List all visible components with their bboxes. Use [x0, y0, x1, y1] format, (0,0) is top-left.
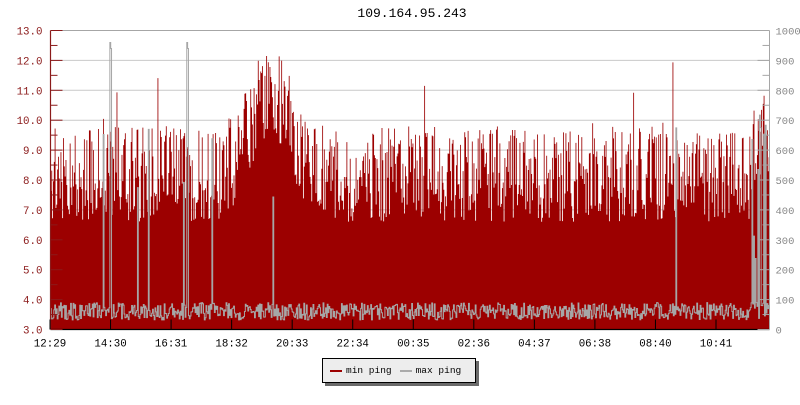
svg-text:11.0: 11.0 — [17, 86, 43, 98]
svg-text:06:38: 06:38 — [579, 339, 611, 351]
svg-text:12:29: 12:29 — [34, 339, 66, 351]
svg-text:800: 800 — [776, 86, 795, 98]
svg-text:4.0: 4.0 — [23, 296, 42, 308]
svg-text:700: 700 — [776, 116, 795, 128]
svg-text:08:40: 08:40 — [639, 339, 671, 351]
svg-text:16:31: 16:31 — [155, 339, 187, 351]
svg-text:18:32: 18:32 — [215, 339, 247, 351]
svg-text:5.0: 5.0 — [23, 266, 42, 278]
svg-text:10.0: 10.0 — [17, 116, 43, 128]
svg-text:20:33: 20:33 — [276, 339, 308, 351]
svg-text:04:37: 04:37 — [518, 339, 550, 351]
svg-text:3.0: 3.0 — [23, 326, 42, 338]
svg-text:1000: 1000 — [776, 27, 800, 39]
svg-text:6.0: 6.0 — [23, 236, 42, 248]
svg-text:02:36: 02:36 — [458, 339, 490, 351]
svg-text:12.0: 12.0 — [17, 56, 43, 68]
svg-text:8.0: 8.0 — [23, 176, 42, 188]
svg-text:7.0: 7.0 — [23, 206, 42, 218]
svg-text:400: 400 — [776, 206, 795, 218]
svg-text:13.0: 13.0 — [17, 27, 43, 39]
svg-text:900: 900 — [776, 56, 795, 68]
svg-text:0: 0 — [776, 326, 782, 338]
svg-text:14:30: 14:30 — [94, 339, 126, 351]
svg-text:500: 500 — [776, 176, 795, 188]
svg-text:22:34: 22:34 — [337, 339, 369, 351]
svg-text:600: 600 — [776, 146, 795, 158]
svg-text:300: 300 — [776, 236, 795, 248]
svg-text:100: 100 — [776, 296, 795, 308]
svg-text:00:35: 00:35 — [397, 339, 429, 351]
svg-text:10:41: 10:41 — [700, 339, 732, 351]
svg-text:9.0: 9.0 — [23, 146, 42, 158]
svg-text:200: 200 — [776, 266, 795, 278]
svg-text:109.164.95.243: 109.164.95.243 — [357, 6, 466, 21]
